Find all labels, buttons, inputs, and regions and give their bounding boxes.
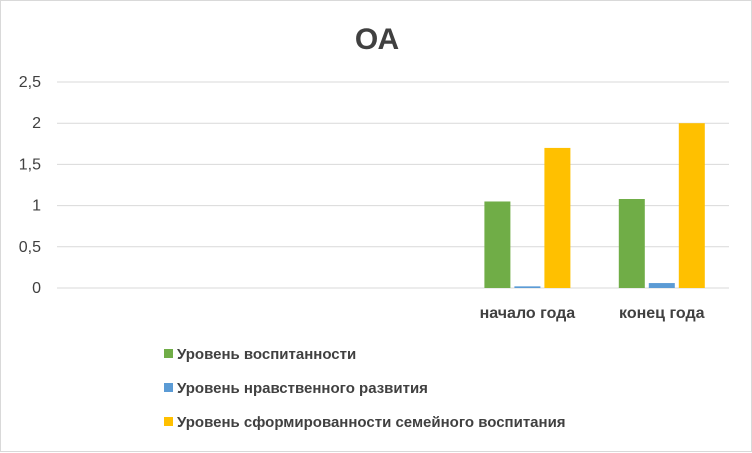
y-axis-ticks: 0 0,5 1 1,5 2 2,5 xyxy=(19,74,41,297)
legend-swatch xyxy=(164,349,173,358)
bars xyxy=(484,123,705,288)
y-tick-label: 0 xyxy=(32,280,41,297)
y-tick-label: 1 xyxy=(32,198,41,215)
category-label: начало года xyxy=(480,305,576,322)
legend-label: Уровень воспитанности xyxy=(177,346,356,363)
chart-title: ОА xyxy=(355,23,399,56)
y-tick-label: 1,5 xyxy=(19,156,41,173)
legend-swatch xyxy=(164,383,173,392)
bar xyxy=(514,286,541,288)
legend: Уровень воспитанности Уровень нравственно… xyxy=(164,346,566,431)
y-tick-label: 2 xyxy=(32,115,41,132)
legend-swatch xyxy=(164,417,173,426)
legend-label: Уровень нравственного развития xyxy=(177,380,428,397)
category-labels: начало года конец года xyxy=(480,305,705,322)
bar xyxy=(678,123,705,288)
gridlines xyxy=(57,81,729,289)
y-tick-label: 2,5 xyxy=(19,74,41,91)
y-tick-label: 0,5 xyxy=(19,239,41,256)
bar xyxy=(544,147,571,288)
legend-label: Уровень сформированности семейного воспи… xyxy=(177,414,566,431)
bar xyxy=(648,283,675,288)
bar xyxy=(618,199,645,288)
bar xyxy=(484,201,511,288)
category-label: конец года xyxy=(619,305,705,322)
